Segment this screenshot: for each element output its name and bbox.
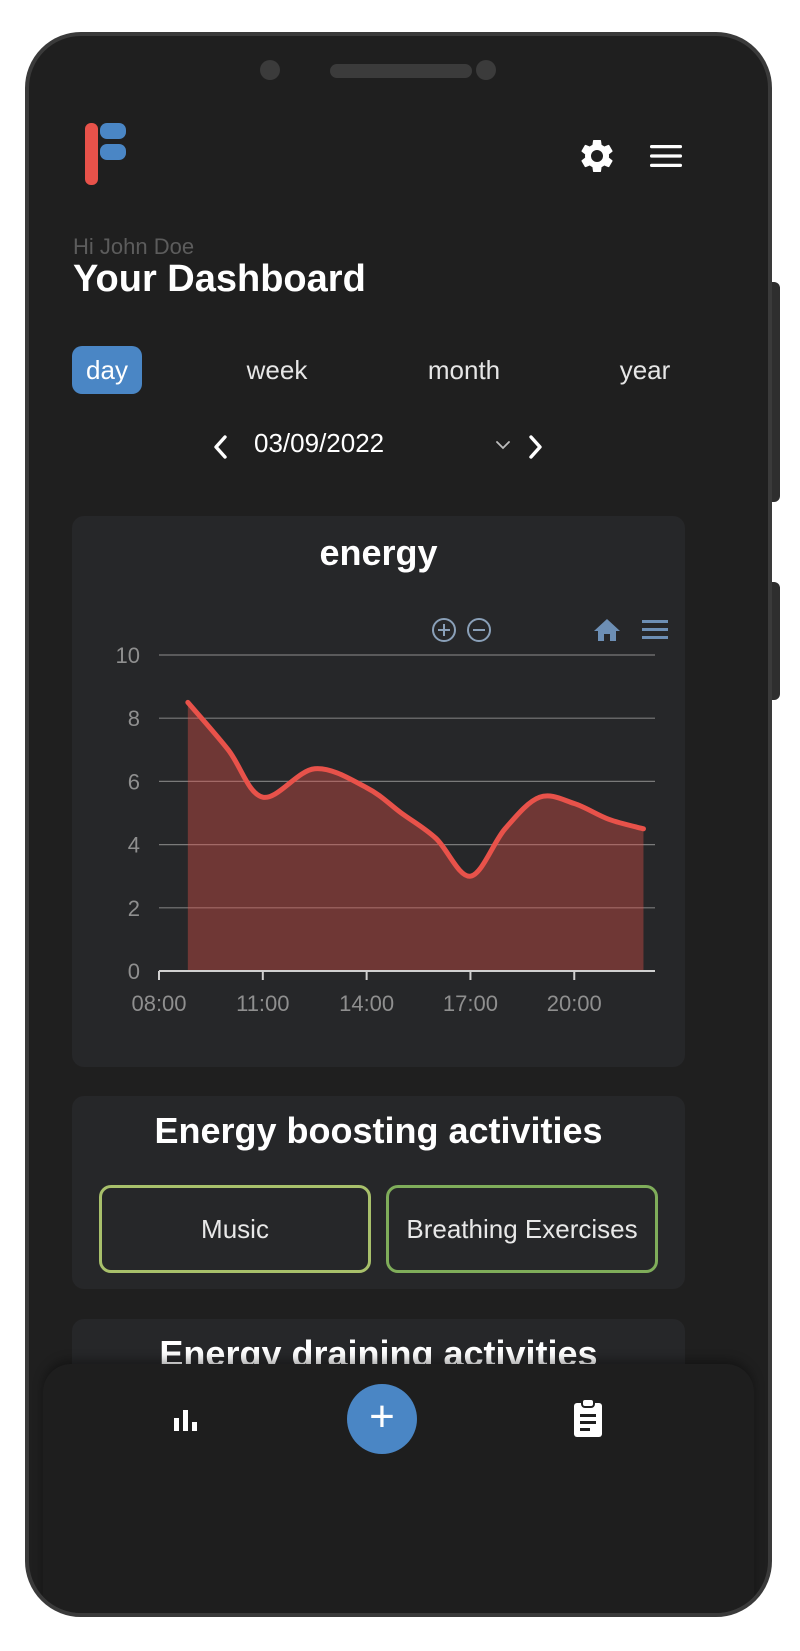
date-value[interactable]: 03/09/2022	[254, 428, 385, 458]
x-tick-label: 14:00	[339, 991, 394, 1016]
settings-gear-icon[interactable]	[577, 136, 617, 176]
y-tick-label: 0	[128, 959, 140, 984]
x-tick-label: 17:00	[443, 991, 498, 1016]
sensor	[476, 60, 496, 80]
tab-month[interactable]: month	[427, 355, 501, 385]
page-title: Your Dashboard	[73, 258, 366, 300]
tab-day[interactable]: day	[72, 346, 142, 394]
app-logo	[85, 123, 126, 185]
chart-title: energy	[319, 532, 438, 573]
front-camera	[260, 60, 280, 80]
energy-chart-card: energy 0 2 4 6 8 10 08:00 11:	[72, 516, 685, 1067]
statistics-bar-chart-icon[interactable]	[171, 1404, 201, 1434]
zoom-out-icon[interactable]	[467, 618, 491, 642]
energy-area-fill	[187, 702, 644, 971]
chart-menu-icon[interactable]	[642, 620, 668, 639]
energy-series-line	[185, 699, 646, 879]
home-icon[interactable]	[594, 619, 620, 641]
side-button-lower	[771, 582, 780, 700]
tab-year[interactable]: year	[619, 355, 671, 385]
y-tick-label: 4	[128, 833, 140, 858]
x-tick-label: 11:00	[236, 991, 289, 1016]
y-tick-label: 6	[128, 769, 140, 794]
energy-boosting-card: Energy boosting activities Music Breathi…	[72, 1096, 685, 1289]
chevron-right-icon[interactable]	[524, 434, 546, 460]
energy-chart: 0 2 4 6 8 10 08:00 11:00 14:00 17:00 20:00	[116, 618, 668, 1016]
chevron-down-icon[interactable]	[494, 438, 512, 452]
y-tick-label: 2	[128, 896, 140, 921]
y-tick-label: 8	[128, 706, 140, 731]
y-tick-label: 10	[116, 643, 140, 668]
phone-frame: Hi John Doe Your Dashboard day week mont…	[25, 32, 772, 1617]
earpiece-speaker	[330, 64, 472, 78]
side-button-upper	[771, 282, 780, 502]
x-tick-label: 08:00	[131, 991, 186, 1016]
chevron-left-icon[interactable]	[210, 434, 232, 460]
greeting-text: Hi John Doe	[73, 234, 195, 259]
add-entry-button[interactable]: +	[347, 1384, 417, 1454]
x-tick-label: 20:00	[547, 991, 602, 1016]
activity-music-button[interactable]: Music	[99, 1185, 371, 1273]
clipboard-icon[interactable]	[569, 1398, 607, 1438]
boosting-title: Energy boosting activities	[154, 1110, 603, 1151]
date-navigator: 03/09/2022	[29, 424, 768, 470]
activity-breathing-button[interactable]: Breathing Exercises	[386, 1185, 658, 1273]
hamburger-menu-icon[interactable]	[646, 136, 686, 176]
zoom-in-icon[interactable]	[432, 618, 456, 642]
tab-week[interactable]: week	[246, 355, 308, 385]
